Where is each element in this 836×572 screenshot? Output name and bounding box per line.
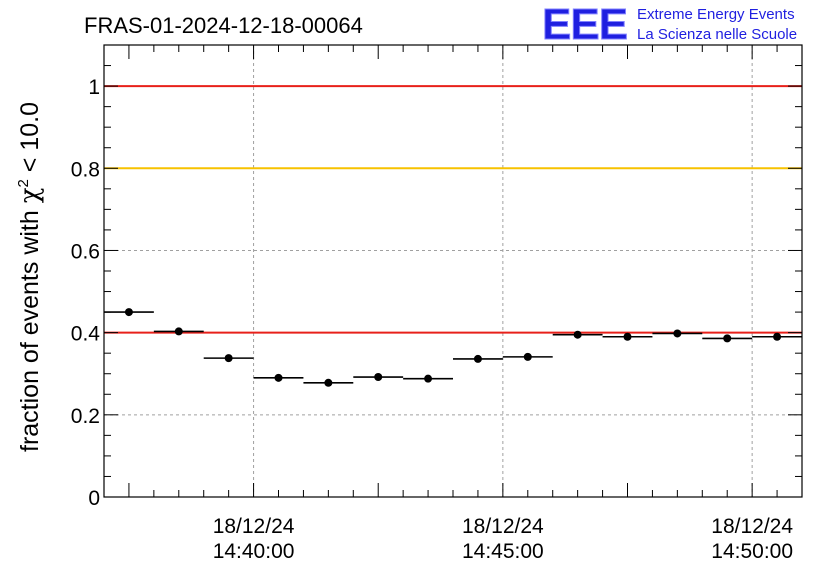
data-point [124, 308, 133, 317]
data-point [523, 352, 532, 361]
data-point [723, 334, 732, 343]
x-tick-label-time: 14:40:00 [213, 540, 295, 563]
grid [104, 45, 802, 497]
logo-mark: EEE [542, 0, 627, 49]
data-point [424, 374, 433, 383]
data-point [374, 373, 383, 382]
data-point [573, 330, 582, 339]
data-point [673, 329, 682, 338]
data-point [623, 332, 632, 341]
y-axis-label-suffix: < 10.0 [16, 102, 44, 179]
x-tick-label-time: 14:50:00 [711, 540, 793, 563]
y-axis-label-prefix: fraction of events with [16, 203, 44, 452]
y-axis-label-symbol: χ [15, 187, 45, 203]
x-tick-label-date: 18/12/24 [213, 515, 295, 538]
logo-line-1: Extreme Energy Events [637, 6, 795, 23]
x-tick-label-time: 14:45:00 [462, 540, 544, 563]
logo-line-2: La Scienza nelle Scuole [637, 26, 797, 43]
chart-title: FRAS-01-2024-12-18-00064 [84, 13, 363, 38]
y-axis-label: fraction of events with χ2 < 10.0 [15, 102, 45, 452]
y-tick-label: 0.6 [71, 240, 100, 263]
data-series [104, 308, 802, 387]
axis-ticks [103, 44, 803, 498]
data-point [473, 354, 482, 363]
tick-labels: 00.20.40.60.8118/12/2414:40:0018/12/2414… [71, 76, 794, 563]
y-tick-label: 0 [88, 487, 100, 510]
data-point [773, 332, 782, 341]
x-tick-label-date: 18/12/24 [462, 515, 544, 538]
data-point [274, 373, 283, 382]
y-axis-label-superscript: 2 [15, 179, 32, 187]
plot-frame [103, 44, 803, 498]
y-tick-label: 0.4 [71, 323, 101, 346]
eee-logo: EEE Extreme Energy Events La Scienza nel… [542, 0, 798, 50]
y-tick-label: 0.2 [71, 405, 100, 428]
x-tick-label-date: 18/12/24 [711, 515, 793, 538]
y-tick-label: 1 [88, 76, 100, 99]
data-point [324, 378, 333, 387]
data-point [174, 327, 183, 336]
reference-lines [104, 85, 802, 334]
data-point [224, 354, 233, 363]
y-tick-label: 0.8 [71, 158, 100, 181]
